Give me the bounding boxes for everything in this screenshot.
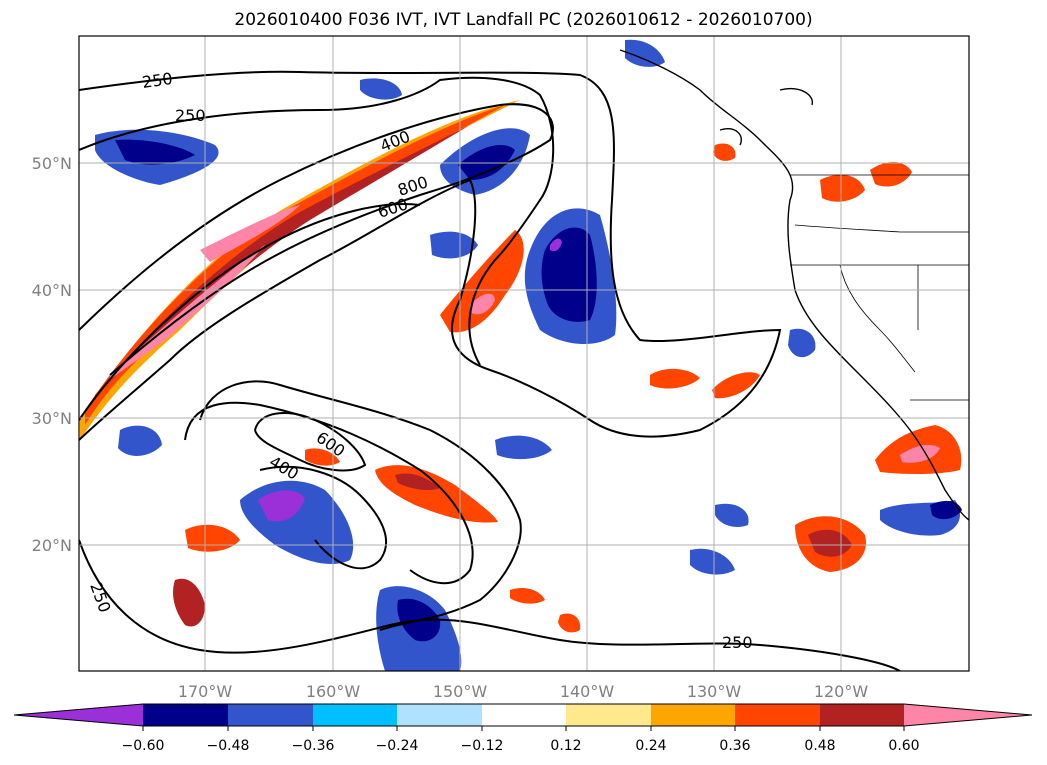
lat-label-40n: 40°N <box>32 281 72 300</box>
contour-label: 250 <box>175 106 206 125</box>
colorbar-segment <box>735 704 820 726</box>
colorbar-segment <box>143 704 228 726</box>
graticule <box>79 36 969 671</box>
colorbar-segment <box>313 704 397 726</box>
political-borders <box>790 174 969 401</box>
colorbar-tick-label: −0.48 <box>207 738 250 754</box>
colorbar-tick-label: −0.12 <box>461 738 504 754</box>
colorbar-segment <box>228 704 313 726</box>
colorbar-tick-label: −0.24 <box>376 738 419 754</box>
contour-label: 250 <box>722 633 753 652</box>
lon-label-140w: 140°W <box>560 682 615 701</box>
colorbar-tick-label: 0.12 <box>550 738 581 754</box>
colorbar-segment <box>566 704 651 726</box>
lon-label-160w: 160°W <box>306 682 361 701</box>
colorbar-tick-label: −0.60 <box>122 738 165 754</box>
lat-label-30n: 30°N <box>32 409 72 428</box>
colorbar-segment <box>397 704 482 726</box>
lat-label-50n: 50°N <box>32 154 72 173</box>
colorbar-extend-min <box>14 704 143 726</box>
map-frame <box>78 35 970 672</box>
colorbar-segment <box>820 704 904 726</box>
colorbar: −0.60 −0.48 −0.36 −0.24 −0.12 0.12 0.24 … <box>13 703 1033 754</box>
colorbar-extend-max <box>904 704 1032 726</box>
lon-label-120w: 120°W <box>814 682 869 701</box>
colorbar-tick-label: 0.24 <box>635 738 666 754</box>
colorbar-segment <box>651 704 735 726</box>
lat-label-20n: 20°N <box>32 536 72 555</box>
lon-label-150w: 150°W <box>433 682 488 701</box>
colorbar-tick-label: 0.48 <box>804 738 835 754</box>
contour-label: 250 <box>141 69 174 92</box>
colorbar-tick-label: 0.60 <box>888 738 919 754</box>
colorbar-segment <box>482 704 566 726</box>
colorbar-tick-label: −0.36 <box>292 738 335 754</box>
lon-label-170w: 170°W <box>178 682 233 701</box>
colorbar-tick-label: 0.36 <box>719 738 750 754</box>
lon-label-130w: 130°W <box>687 682 742 701</box>
map-title: 2026010400 F036 IVT, IVT Landfall PC (20… <box>234 10 813 30</box>
